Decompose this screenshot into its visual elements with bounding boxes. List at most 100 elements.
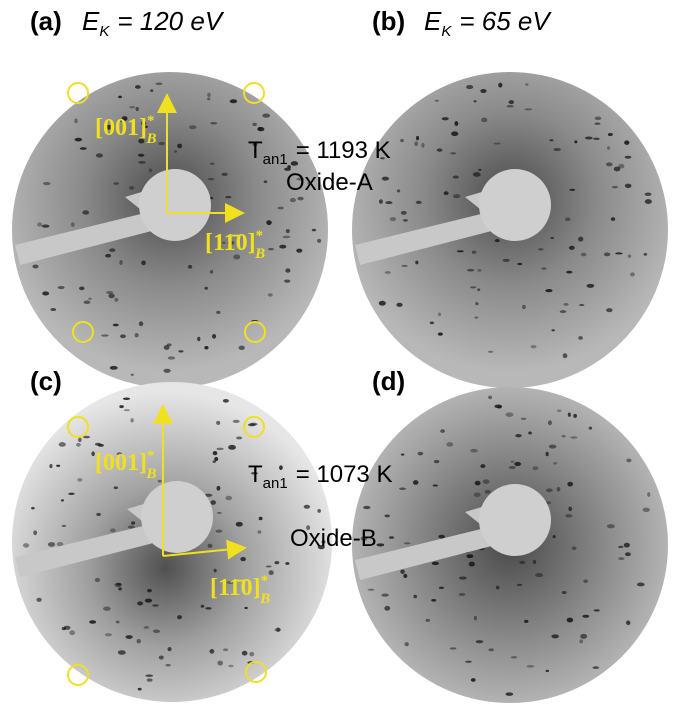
diffraction-spot [493, 142, 500, 144]
diffraction-spot [567, 618, 574, 623]
diffraction-spot [509, 100, 515, 104]
diffraction-spot [43, 182, 51, 185]
diffraction-spot [475, 302, 478, 305]
diffraction-spot [548, 420, 552, 425]
diffraction-spot [637, 583, 645, 587]
diffraction-spot [587, 284, 595, 288]
diffraction-spot [437, 148, 443, 151]
diffraction-spot [483, 479, 490, 483]
diffraction-spot [96, 153, 103, 157]
diffraction-spot [36, 598, 41, 602]
diffraction-spot [580, 634, 587, 639]
diffraction-spot [524, 620, 528, 623]
diffraction-spot [242, 651, 248, 656]
diffraction-spot [223, 399, 229, 403]
diffraction-spot [80, 147, 87, 150]
diffraction-spot [31, 507, 35, 510]
diffraction-spot [618, 557, 624, 560]
diffraction-spot [625, 156, 632, 159]
diffraction-spot [574, 140, 577, 143]
diffraction-spot [563, 303, 568, 306]
diffraction-spot [264, 180, 268, 183]
diffraction-spot [147, 678, 153, 681]
diffraction-spot [476, 640, 484, 643]
diffraction-spot [562, 435, 566, 437]
diffraction-spot [553, 462, 557, 465]
diffraction-spot [42, 291, 49, 295]
diffraction-spot [478, 169, 481, 171]
diffraction-spot [164, 345, 170, 350]
diffraction-spot [230, 99, 238, 103]
diffraction-spot [477, 269, 481, 272]
diffraction-spot [546, 488, 553, 492]
diffraction-spot [277, 207, 283, 210]
diffraction-spot [569, 189, 575, 191]
diffraction-spot [147, 589, 152, 592]
diffraction-spot [515, 434, 521, 437]
diffraction-spot [120, 334, 126, 338]
diffraction-spot [312, 229, 316, 232]
diffraction-spot [216, 448, 223, 450]
diffraction-spot [210, 270, 213, 273]
diffraction-spot [77, 478, 82, 482]
diffraction-spot [84, 300, 91, 304]
diffraction-spot [209, 649, 214, 654]
diffraction-spot [158, 142, 165, 145]
diffraction-spot [453, 176, 459, 179]
diffraction-spot [549, 139, 553, 141]
diffraction-spot [524, 108, 532, 110]
diffraction-spot [550, 237, 553, 239]
diffraction-spot [405, 642, 409, 646]
diffraction-spot [95, 443, 101, 446]
diffraction-spot [495, 239, 500, 242]
diffraction-spot [535, 573, 543, 577]
diffraction-spot [285, 268, 290, 272]
diffraction-spot [514, 462, 521, 466]
diffraction-spot [397, 189, 400, 192]
diffraction-spot [130, 418, 133, 422]
diffraction-spot [228, 665, 233, 667]
diffraction-spot [444, 191, 449, 195]
diffraction-spot [382, 177, 389, 181]
diffraction-spot [565, 514, 572, 518]
diffraction-spot [204, 287, 208, 290]
diffraction-spot [50, 308, 56, 311]
diffraction-spot [481, 118, 487, 123]
diffraction-spot [472, 251, 477, 254]
diffraction-spot [517, 263, 522, 265]
diffraction-spot [553, 148, 561, 151]
diffraction-spot [240, 557, 246, 561]
diffraction-spot [594, 122, 600, 124]
diffraction-spot [158, 480, 162, 483]
diffraction-spot [208, 178, 215, 180]
diffraction-spot [578, 336, 583, 340]
diffraction-spot [624, 140, 629, 144]
diffraction-spot [135, 85, 141, 89]
diffraction-spot [58, 286, 65, 289]
diffraction-spot [274, 561, 279, 564]
diffraction-spot [505, 412, 513, 417]
diffraction-spot [76, 443, 81, 447]
diffraction-spot [538, 248, 544, 250]
diffraction-spot [509, 466, 516, 469]
diffraction-spot [266, 220, 271, 225]
diffraction-spot [225, 496, 232, 500]
diffraction-spot [249, 652, 254, 657]
diffraction-spot [262, 114, 270, 118]
diffraction-spot [551, 329, 555, 331]
diffraction-spot [567, 482, 573, 487]
diffraction-spot [488, 351, 493, 353]
diffraction-spot [511, 461, 515, 463]
diffraction-spot [519, 561, 525, 564]
diffraction-spot [435, 100, 439, 102]
diffraction-spot [451, 131, 458, 136]
diffraction-spot [207, 93, 211, 97]
diffraction-spot [579, 304, 585, 306]
diffraction-spot [108, 293, 114, 298]
diffraction-spot [116, 621, 120, 624]
diffraction-spot [470, 449, 478, 453]
diffraction-spot [413, 480, 419, 485]
diffraction-spot [465, 661, 472, 663]
diffraction-spot [401, 265, 407, 267]
diffraction-spot [496, 586, 499, 590]
